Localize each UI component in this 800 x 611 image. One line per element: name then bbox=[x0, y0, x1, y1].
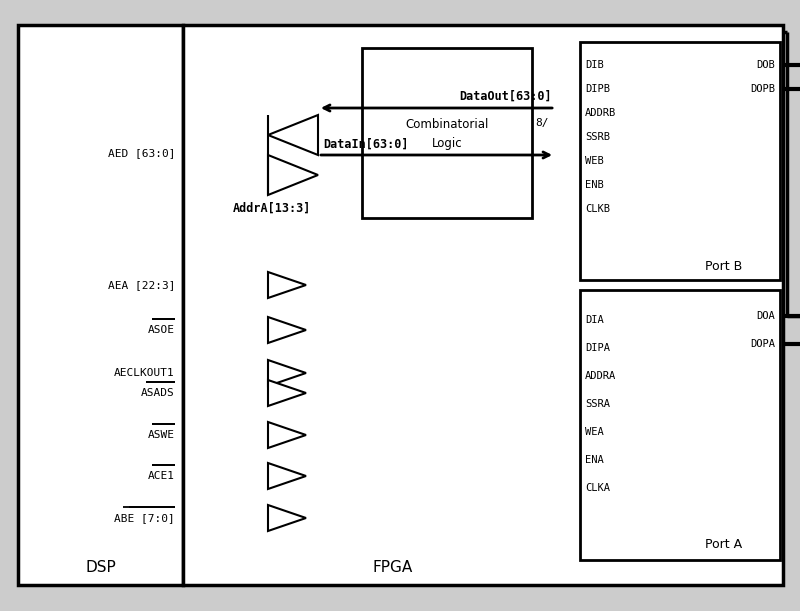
Text: SSRB: SSRB bbox=[585, 132, 610, 142]
Polygon shape bbox=[268, 155, 318, 195]
Text: Port B: Port B bbox=[706, 260, 742, 273]
Text: ENA: ENA bbox=[585, 455, 604, 465]
Text: DIPA: DIPA bbox=[585, 343, 610, 353]
Text: DSP: DSP bbox=[85, 560, 116, 574]
Polygon shape bbox=[268, 317, 306, 343]
Text: DataIn[63:0]: DataIn[63:0] bbox=[323, 137, 409, 150]
Text: ENB: ENB bbox=[585, 180, 604, 190]
Polygon shape bbox=[268, 380, 306, 406]
Text: Logic: Logic bbox=[432, 136, 462, 150]
Polygon shape bbox=[268, 505, 306, 531]
Text: ACE1: ACE1 bbox=[148, 471, 175, 481]
Text: Combinatorial: Combinatorial bbox=[406, 119, 489, 131]
Polygon shape bbox=[268, 360, 306, 386]
Text: DataOut[63:0]: DataOut[63:0] bbox=[459, 89, 552, 103]
Text: DOB: DOB bbox=[756, 60, 775, 70]
Polygon shape bbox=[268, 115, 318, 155]
Polygon shape bbox=[268, 463, 306, 489]
Bar bbox=[580, 290, 780, 560]
Bar bbox=[362, 48, 532, 218]
Text: AED [63:0]: AED [63:0] bbox=[107, 148, 175, 158]
Text: AddrA[13:3]: AddrA[13:3] bbox=[233, 202, 311, 214]
Text: SSRA: SSRA bbox=[585, 399, 610, 409]
Text: WEA: WEA bbox=[585, 427, 604, 437]
Text: ASADS: ASADS bbox=[142, 388, 175, 398]
Text: DOPA: DOPA bbox=[750, 339, 775, 349]
Text: ADDRB: ADDRB bbox=[585, 108, 616, 118]
Text: DIPB: DIPB bbox=[585, 84, 610, 94]
Text: ABE [7:0]: ABE [7:0] bbox=[114, 513, 175, 523]
Text: CLKA: CLKA bbox=[585, 483, 610, 493]
Bar bbox=[18, 25, 183, 585]
Text: ASOE: ASOE bbox=[148, 325, 175, 335]
Text: CLKB: CLKB bbox=[585, 204, 610, 214]
Text: ASWE: ASWE bbox=[148, 430, 175, 440]
Text: AEA [22:3]: AEA [22:3] bbox=[107, 280, 175, 290]
Text: 8/: 8/ bbox=[535, 118, 549, 128]
Bar bbox=[183, 25, 783, 585]
Polygon shape bbox=[268, 422, 306, 448]
Text: AECLKOUT1: AECLKOUT1 bbox=[114, 368, 175, 378]
Text: DIB: DIB bbox=[585, 60, 604, 70]
Text: DOA: DOA bbox=[756, 311, 775, 321]
Text: ADDRA: ADDRA bbox=[585, 371, 616, 381]
Text: Port A: Port A bbox=[706, 538, 742, 551]
Text: DIA: DIA bbox=[585, 315, 604, 325]
Text: FPGA: FPGA bbox=[373, 560, 413, 574]
Text: DOPB: DOPB bbox=[750, 84, 775, 94]
Polygon shape bbox=[268, 272, 306, 298]
Bar bbox=[580, 42, 780, 280]
Text: WEB: WEB bbox=[585, 156, 604, 166]
